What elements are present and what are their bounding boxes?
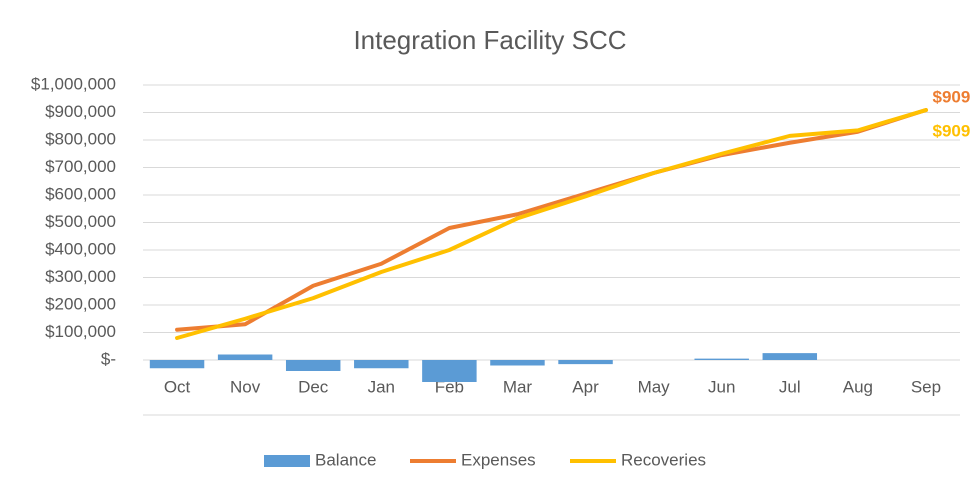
bar bbox=[762, 353, 818, 360]
y-tick-label: $200,000 bbox=[45, 294, 116, 313]
bar bbox=[558, 360, 613, 365]
y-tick-label: $- bbox=[101, 349, 116, 368]
y-tick-label: $800,000 bbox=[45, 129, 116, 148]
bar bbox=[354, 360, 409, 369]
x-tick-label: Feb bbox=[435, 377, 464, 396]
y-tick-label: $500,000 bbox=[45, 212, 116, 231]
bar bbox=[490, 360, 545, 366]
x-tick-label: Jun bbox=[708, 377, 735, 396]
x-tick-label: Jan bbox=[368, 377, 395, 396]
legend-label: Expenses bbox=[461, 450, 536, 469]
y-tick-label: $600,000 bbox=[45, 184, 116, 203]
line bbox=[175, 108, 928, 332]
legend-label: Recoveries bbox=[621, 450, 706, 469]
y-tick-label: $400,000 bbox=[45, 239, 116, 258]
value-label: $909,028 bbox=[933, 88, 971, 107]
x-tick-label: Dec bbox=[298, 377, 329, 396]
value-label: $909,000 bbox=[933, 122, 971, 141]
x-tick-label: Apr bbox=[572, 377, 599, 396]
chart-title: Integration Facility SCC bbox=[353, 25, 626, 55]
y-tick-label: $100,000 bbox=[45, 322, 116, 341]
x-tick-label: Oct bbox=[164, 377, 191, 396]
bar bbox=[149, 360, 205, 369]
bar bbox=[422, 360, 477, 382]
x-tick-label: Sep bbox=[911, 377, 941, 396]
y-tick-label: $700,000 bbox=[45, 157, 116, 176]
line bbox=[175, 108, 928, 340]
legend-swatch bbox=[264, 455, 310, 467]
legend-label: Balance bbox=[315, 450, 376, 469]
x-tick-label: Mar bbox=[503, 377, 533, 396]
x-tick-label: May bbox=[638, 377, 671, 396]
y-tick-label: $300,000 bbox=[45, 267, 116, 286]
y-tick-label: $1,000,000 bbox=[31, 74, 116, 93]
bar bbox=[217, 354, 273, 360]
bar bbox=[694, 358, 749, 360]
bar bbox=[285, 360, 341, 371]
x-tick-label: Aug bbox=[843, 377, 873, 396]
x-tick-label: Nov bbox=[230, 377, 261, 396]
y-tick-label: $900,000 bbox=[45, 102, 116, 121]
x-tick-label: Jul bbox=[779, 377, 801, 396]
